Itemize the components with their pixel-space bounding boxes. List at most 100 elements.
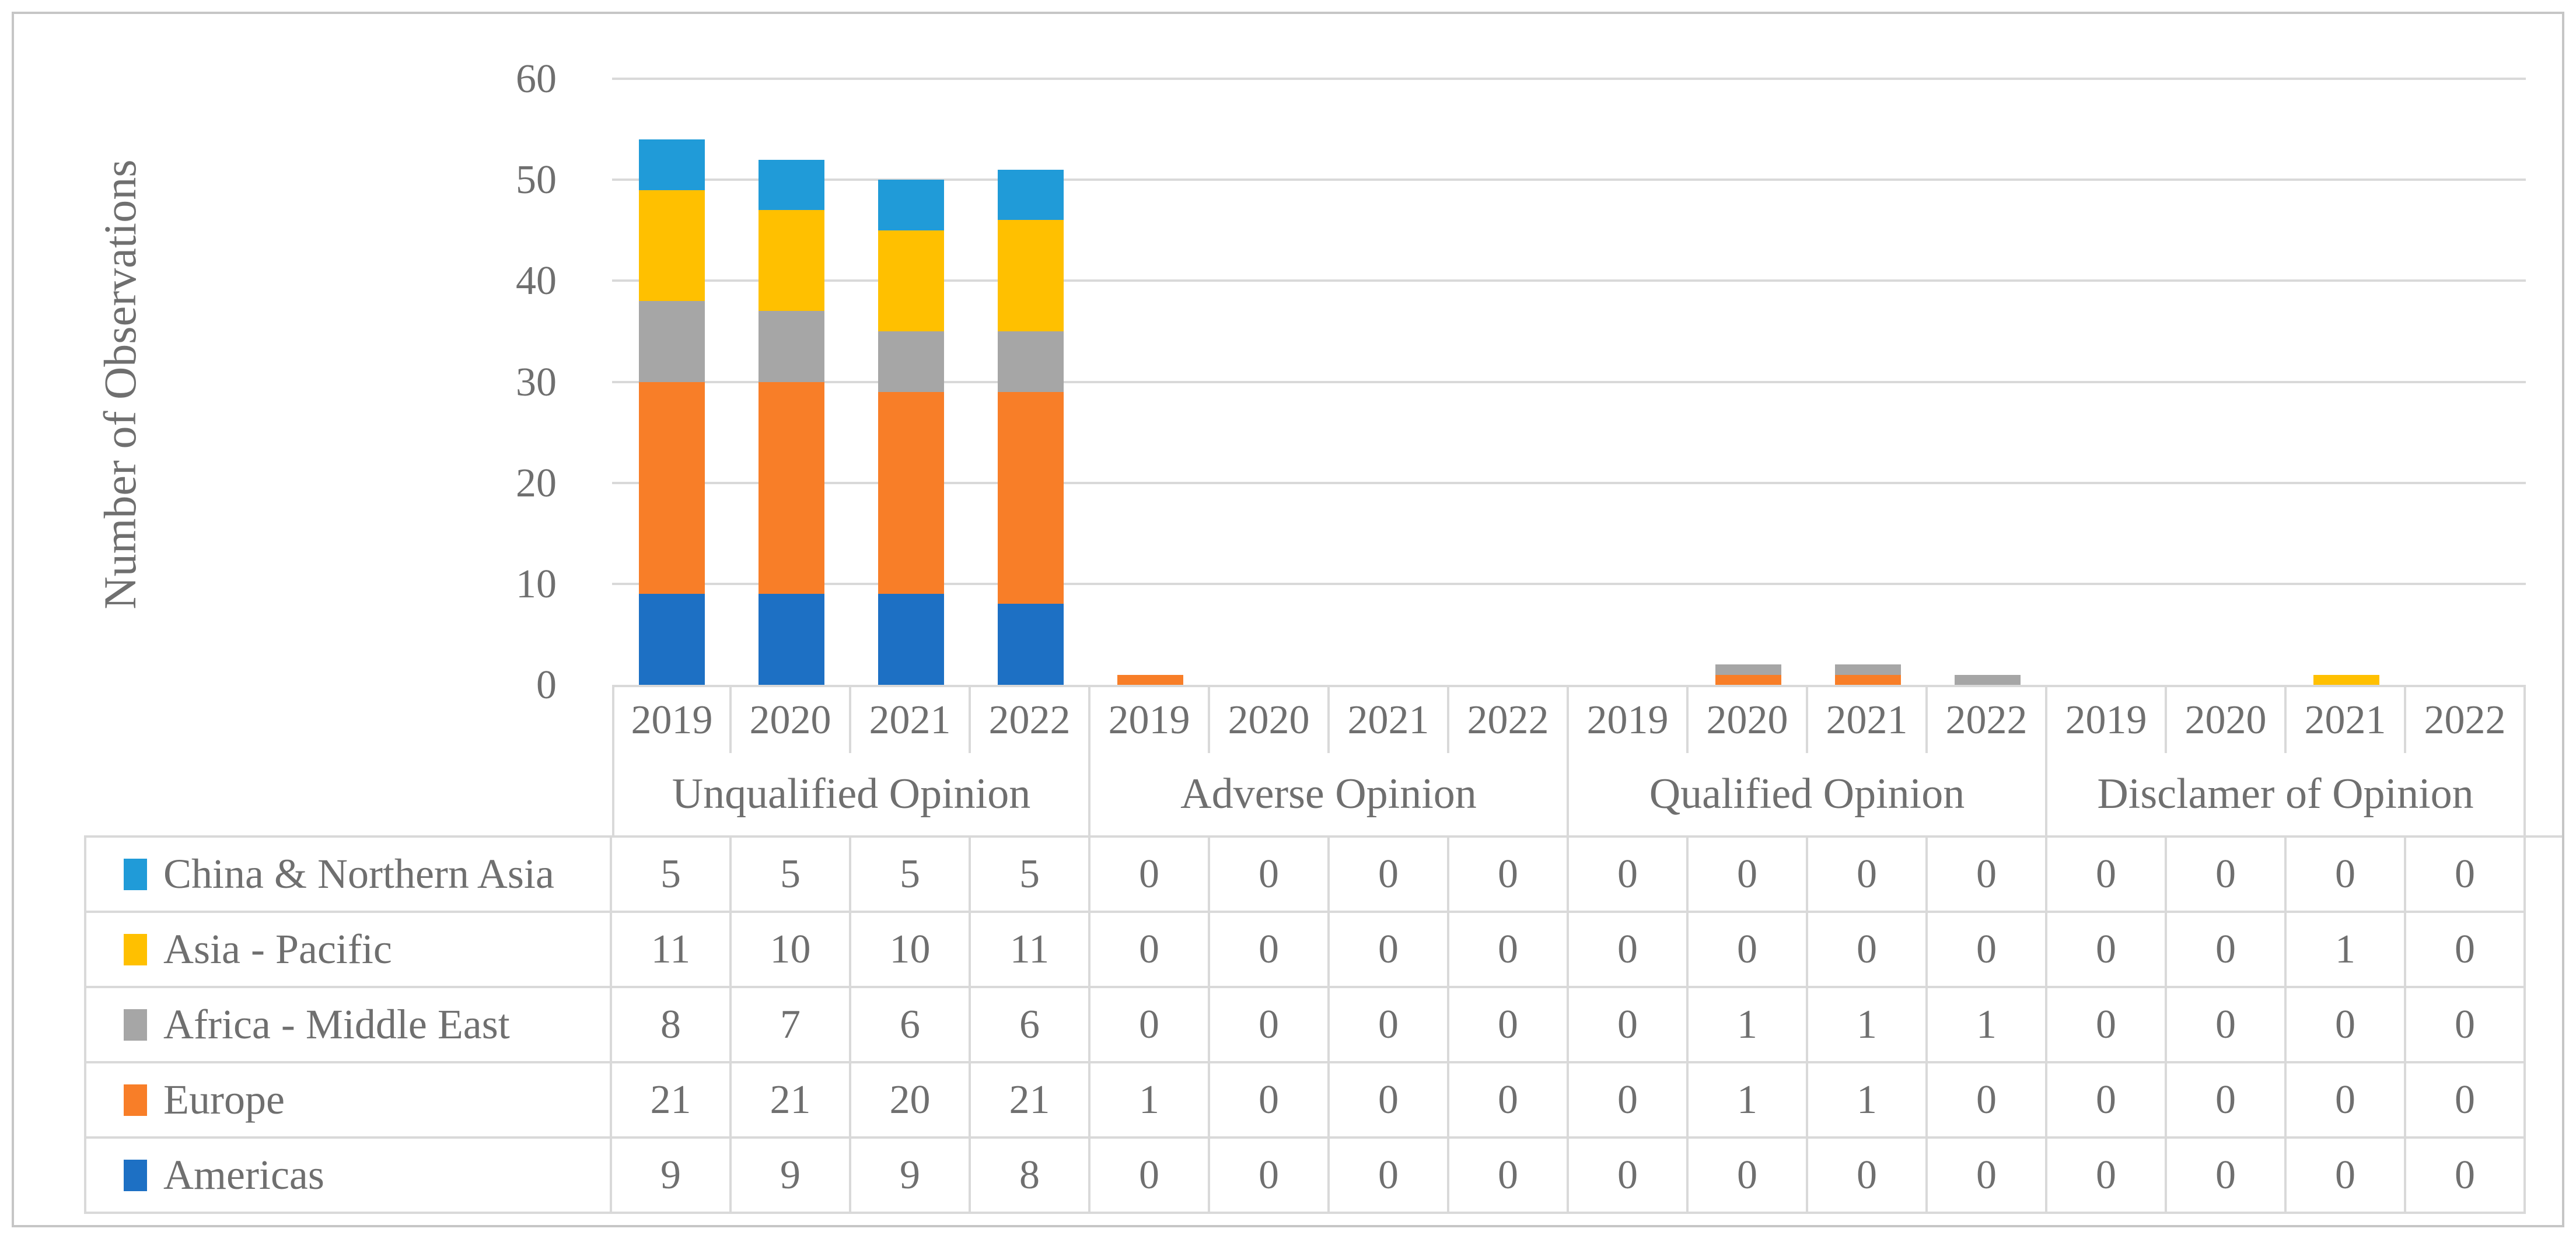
value-cell: 0 (2047, 1139, 2167, 1214)
bar-segment-africa-middle-east (1835, 664, 1901, 675)
value-cell: 0 (2406, 838, 2526, 913)
value-cell: 7 (732, 988, 851, 1063)
bar-unqualified-opinion-2019 (612, 79, 732, 685)
year-label: 2021 (851, 687, 971, 753)
year-label: 2020 (1689, 687, 1808, 753)
legend-swatch-china-northern-asia (124, 858, 147, 890)
chart-section: Number of Observations 0 10 20 30 40 50 60 (84, 29, 2562, 708)
value-cell: 0 (2287, 838, 2406, 913)
value-cell: 6 (851, 988, 971, 1063)
bar-segment-europe (1715, 674, 1781, 685)
value-cell: 0 (1569, 988, 1689, 1063)
year-label: 2021 (1808, 687, 1928, 753)
value-cell: 0 (1330, 838, 1449, 913)
bar-disclamer-of-opinion-2020 (2167, 79, 2287, 685)
value-cell: 0 (1928, 913, 2047, 988)
figure-frame: Number of Observations 0 10 20 30 40 50 60 201… (12, 12, 2564, 1227)
value-cell: 1 (2287, 913, 2406, 988)
y-axis: Number of Observations 0 10 20 30 40 50 60 (84, 29, 612, 708)
bar-adverse-opinion-2020 (1210, 79, 1330, 685)
value-cell: 0 (2047, 988, 2167, 1063)
year-label: 2022 (1928, 687, 2047, 753)
bar-segment-europe (998, 391, 1064, 604)
bar-segment-asia-pacific (639, 190, 705, 301)
value-cell: 5 (612, 838, 732, 913)
bar-qualified-opinion-2021 (1808, 79, 1928, 685)
value-cell: 0 (2167, 913, 2287, 988)
group-label-qualified-opinion: Qualified Opinion (1569, 753, 2047, 835)
bar-segment-china-northern-asia (759, 159, 824, 211)
bar-segment-europe (759, 382, 824, 594)
value-cell: 0 (1449, 913, 1569, 988)
year-label: 2021 (2287, 687, 2406, 753)
value-cell: 0 (1330, 988, 1449, 1063)
legend-cell-asia-pacific: Asia - Pacific (84, 913, 612, 988)
bar-segment-africa-middle-east (1955, 674, 2021, 685)
value-cell: 0 (1449, 838, 1569, 913)
value-cell: 0 (1330, 1063, 1449, 1139)
value-cell: 11 (971, 913, 1090, 988)
y-tick-label: 30 (516, 359, 557, 405)
value-cell: 1 (1689, 988, 1808, 1063)
value-cell: 21 (732, 1063, 851, 1139)
bar-segment-asia-pacific (998, 220, 1064, 331)
value-cell: 0 (2406, 1063, 2526, 1139)
bar-disclamer-of-opinion-2021 (2287, 79, 2406, 685)
value-cell: 0 (2047, 838, 2167, 913)
value-cell: 0 (2047, 1063, 2167, 1139)
bar-unqualified-opinion-2021 (851, 79, 971, 685)
group-label-unqualified-opinion: Unqualified Opinion (612, 753, 1090, 835)
bar-segment-europe (1117, 674, 1183, 685)
bar-segment-china-northern-asia (878, 180, 944, 230)
value-cell: 10 (851, 913, 971, 988)
bar-segment-africa-middle-east (878, 331, 944, 392)
chart-gridline (612, 178, 2526, 181)
value-cell: 0 (1210, 913, 1330, 988)
value-cell: 11 (612, 913, 732, 988)
chart-gridline (612, 279, 2526, 282)
year-label: 2022 (2406, 687, 2526, 753)
bar-segment-china-northern-asia (639, 139, 705, 190)
value-cell: 9 (612, 1139, 732, 1214)
category-axis: 2019 2020 2021 2022 Unqualified Opinion 2019 2… (84, 687, 2562, 838)
value-cell: 0 (1689, 913, 1808, 988)
year-label: 2019 (2047, 687, 2167, 753)
value-cell: 1 (1090, 1063, 1210, 1139)
legend-swatch-europe (124, 1084, 147, 1116)
value-cell: 8 (612, 988, 732, 1063)
year-label: 2019 (1090, 687, 1210, 753)
legend-cell-china-northern-asia: China & Northern Asia (84, 838, 612, 913)
year-label: 2019 (612, 687, 732, 753)
value-cell: 0 (1090, 838, 1210, 913)
value-cell: 0 (1090, 988, 1210, 1063)
bar-unqualified-opinion-2022 (971, 79, 1090, 685)
chart-gridline (612, 582, 2526, 585)
year-label: 2020 (732, 687, 851, 753)
bar-segment-europe (639, 382, 705, 594)
year-label: 2022 (1449, 687, 1569, 753)
bar-segment-asia-pacific (759, 210, 824, 312)
y-tick-label: 50 (516, 157, 557, 202)
legend-label: Americas (163, 1152, 324, 1198)
value-cell: 0 (1330, 1139, 1449, 1214)
year-label: 2020 (2167, 687, 2287, 753)
value-cell: 0 (1210, 1139, 1330, 1214)
value-cell: 0 (1330, 913, 1449, 988)
y-tick-label: 40 (516, 258, 557, 304)
legend-label: Africa - Middle East (163, 1001, 510, 1048)
bar-segment-americas (878, 594, 944, 685)
value-cell: 8 (971, 1139, 1090, 1214)
value-cell: 0 (1210, 1063, 1330, 1139)
legend-label: China & Northern Asia (163, 850, 554, 897)
legend-label: Europe (163, 1076, 285, 1123)
bar-segment-africa-middle-east (639, 300, 705, 382)
value-cell: 0 (1569, 838, 1689, 913)
value-cell: 0 (2047, 913, 2167, 988)
bar-segment-americas (998, 604, 1064, 685)
value-cell: 0 (2167, 1139, 2287, 1214)
value-cell: 0 (2406, 988, 2526, 1063)
value-cell: 0 (1808, 913, 1928, 988)
legend-label: Asia - Pacific (163, 926, 392, 972)
bar-qualified-opinion-2019 (1569, 79, 1689, 685)
bar-disclamer-of-opinion-2019 (2047, 79, 2167, 685)
